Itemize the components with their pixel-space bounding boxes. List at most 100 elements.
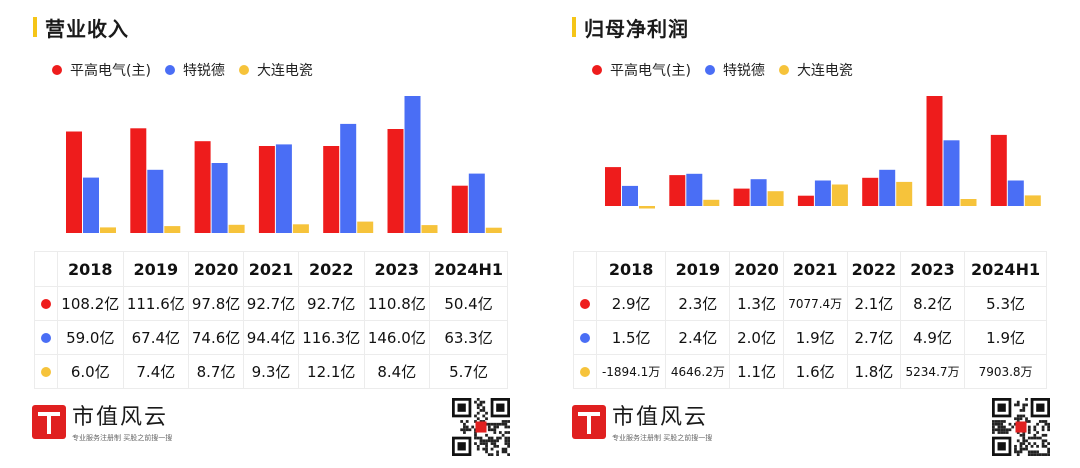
qr-module — [1033, 450, 1037, 454]
table-cell: 59.0亿 — [57, 320, 124, 355]
table-cell: 7903.8万 — [964, 354, 1047, 389]
qr-module — [485, 433, 488, 437]
qr-module — [485, 447, 488, 451]
brand-slogan: 专业服务注册制 买股之前搜一搜 — [612, 434, 713, 442]
qr-module — [994, 420, 998, 423]
qr-module — [1008, 422, 1012, 426]
qr-module — [992, 420, 995, 423]
table-cell: 1.3亿 — [729, 286, 784, 321]
row-marker — [34, 354, 58, 389]
qr-module — [476, 403, 480, 407]
bar-2020-series-1 — [750, 179, 767, 206]
qr-module — [471, 425, 475, 429]
qr-module — [1022, 406, 1026, 410]
qr-module — [1038, 420, 1042, 423]
qr-module — [479, 436, 483, 440]
qr-module — [487, 422, 491, 426]
legend-label: 大连电瓷 — [256, 63, 313, 79]
row-marker — [34, 320, 58, 355]
qr-finder-module — [496, 403, 505, 412]
qr-module — [482, 439, 486, 443]
bar-2022-series-0 — [862, 177, 879, 206]
qr-module — [487, 453, 491, 456]
table-header-row: 2018 2019 2020 2021 2022 2023 2024H1 — [34, 251, 508, 287]
table-cell: 8.4亿 — [363, 354, 431, 389]
qr-module — [1025, 398, 1028, 401]
row-marker — [573, 354, 597, 389]
legend-item-series-2: 大连电瓷 — [238, 60, 313, 80]
table-header-row: 2018 2019 2020 2021 2022 2023 2024H1 — [573, 251, 1047, 287]
qr-module — [1036, 422, 1039, 426]
qr-module — [482, 400, 486, 404]
qr-module — [479, 403, 483, 407]
legend-label: 平高电气(主) — [70, 63, 151, 79]
qr-module — [1003, 425, 1006, 429]
qr-module — [476, 411, 480, 415]
qr-module — [485, 444, 488, 448]
qr-module — [496, 450, 499, 454]
table-cell: 1.6亿 — [782, 354, 848, 389]
qr-module — [507, 453, 510, 456]
row-marker-dot-yellow — [41, 366, 51, 377]
bar-2018-series-2 — [100, 227, 116, 233]
bar-2024H1-series-0 — [451, 185, 468, 233]
qr-module — [482, 414, 486, 418]
qr-module — [474, 433, 477, 437]
table-row: 6.0亿 7.4亿 8.7亿 9.3亿 12.1亿 8.4亿 5.7亿 — [34, 354, 508, 389]
legend-label: 平高电气(主) — [610, 63, 691, 79]
qr-module — [1025, 447, 1028, 451]
qr-module — [1019, 444, 1023, 448]
qr-module — [463, 431, 466, 434]
qr-module — [1027, 453, 1031, 456]
qr-module — [1019, 442, 1023, 445]
qr-module — [1000, 431, 1004, 434]
bar-2021-series-1 — [275, 144, 292, 233]
row-marker-dot-red — [580, 298, 590, 309]
bar-2021-series-2 — [292, 224, 309, 233]
table-cell: 50.4亿 — [429, 286, 508, 321]
qr-module — [1027, 425, 1031, 429]
brand-logo-icon — [32, 405, 66, 439]
revenue-panel: 营业收入 平高电气(主) 特锐德 大连电瓷 2018 2019 2020 202… — [32, 17, 510, 456]
table-cell: 92.7亿 — [243, 286, 299, 321]
qr-module — [496, 425, 499, 429]
table-header-cell: 2019 — [122, 251, 190, 287]
qr-module — [479, 400, 483, 404]
table-row: -1894.1万 4646.2万 1.1亿 1.6亿 1.8亿 5234.7万 … — [573, 354, 1047, 389]
qr-module — [463, 422, 466, 426]
qr-module — [493, 422, 497, 426]
bar-2023-series-2 — [960, 199, 977, 206]
title-accent-bar — [572, 17, 576, 37]
row-marker-dot-blue — [41, 332, 51, 343]
brand-text: 市值风云 专业服务注册制 买股之前搜一搜 — [612, 405, 712, 443]
qr-module — [476, 406, 480, 410]
legend-item-series-0: 平高电气(主) — [52, 60, 151, 80]
table-row: 1.5亿 2.4亿 2.0亿 1.9亿 2.7亿 4.9亿 1.9亿 — [573, 320, 1047, 355]
table-header-cell: 2022 — [846, 251, 901, 287]
legend-swatch-red — [52, 65, 62, 75]
table-header-cell: 2023 — [899, 251, 966, 287]
table-cell: 97.8亿 — [188, 286, 245, 321]
qr-module — [504, 436, 508, 440]
qr-module — [476, 447, 480, 451]
qr-module — [485, 439, 488, 443]
qr-module — [498, 436, 502, 440]
table-cell: 4646.2万 — [665, 354, 731, 389]
table-cell: 5.7亿 — [429, 354, 508, 389]
qr-module — [490, 453, 494, 456]
qr-module — [490, 422, 494, 426]
qr-module — [1019, 417, 1023, 421]
qr-module — [504, 431, 508, 434]
qr-module — [1025, 403, 1028, 407]
brand-slogan: 专业服务注册制 买股之前搜一搜 — [72, 434, 173, 442]
qr-module — [1041, 433, 1045, 437]
qr-module — [493, 428, 497, 432]
qr-module — [493, 431, 497, 434]
qr-module — [1047, 428, 1050, 432]
table-cell: 1.8亿 — [846, 354, 901, 389]
table-corner-cell — [34, 251, 58, 287]
qr-module — [504, 447, 508, 451]
bar-2022-series-1 — [340, 123, 357, 233]
qr-module — [460, 428, 464, 432]
qr-module — [474, 442, 477, 445]
